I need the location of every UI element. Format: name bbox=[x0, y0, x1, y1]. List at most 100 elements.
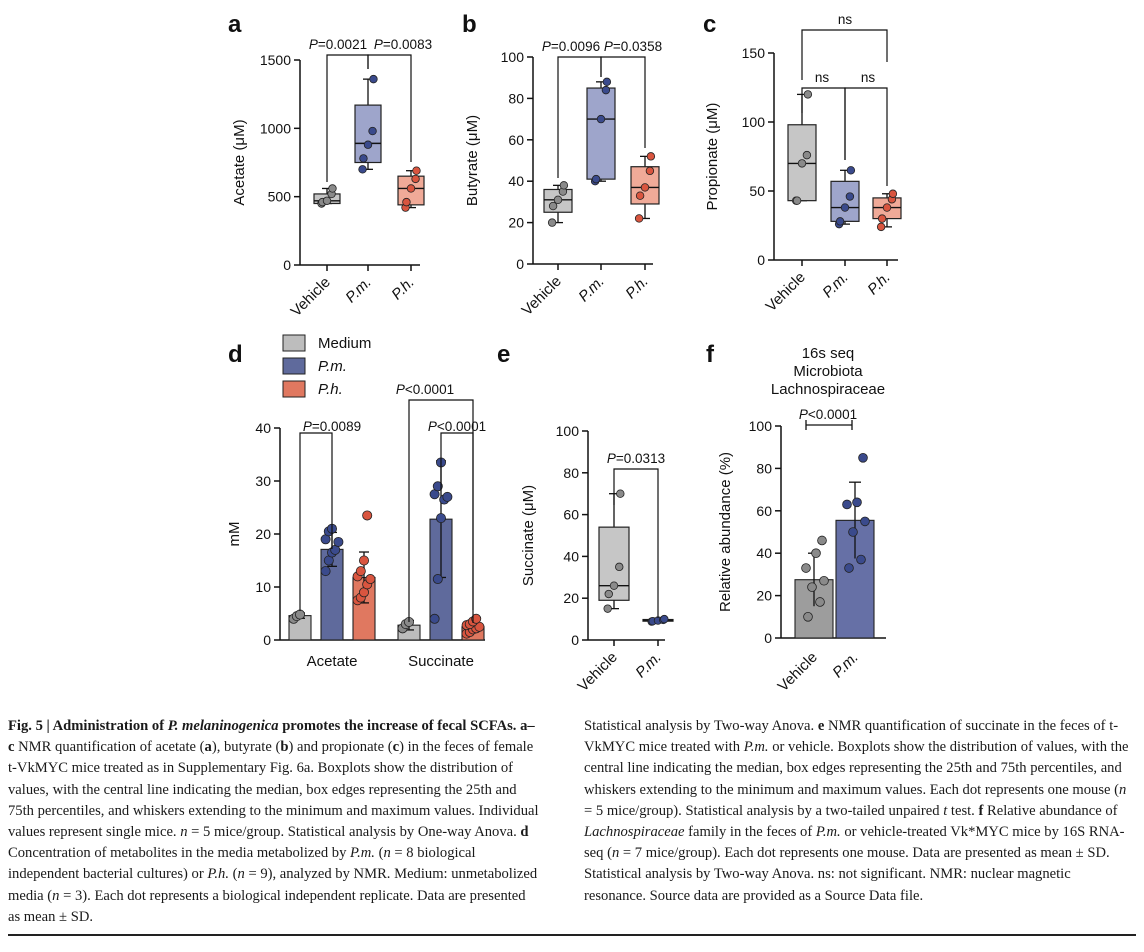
panel-d-x-category-label: Acetate bbox=[307, 653, 358, 670]
data-point bbox=[634, 214, 644, 223]
data-point bbox=[432, 481, 443, 492]
data-point bbox=[852, 497, 862, 508]
panel-a-y-tick-label: 500 bbox=[268, 189, 292, 205]
panel-label-e: e bbox=[497, 341, 510, 368]
data-point bbox=[411, 174, 420, 184]
panel-e-y-tick-label: 100 bbox=[556, 423, 580, 439]
data-point bbox=[596, 114, 606, 124]
data-point bbox=[603, 604, 612, 613]
panel-d-y-tick-label: 10 bbox=[255, 579, 271, 595]
data-point bbox=[877, 214, 887, 223]
panel-b-y-tick-label: 40 bbox=[508, 173, 524, 189]
panel-f-y-tick-label: 20 bbox=[756, 588, 772, 604]
panel-a-y-tick-label: 1000 bbox=[260, 120, 291, 136]
panel-b-y-tick-label: 60 bbox=[508, 132, 524, 148]
significance-label: P<0.0001 bbox=[428, 419, 486, 434]
panel-f-x-tick-label: P.m. bbox=[829, 649, 861, 681]
significance-label: P<0.0001 bbox=[799, 407, 857, 422]
significance-label: P=0.0313 bbox=[607, 451, 665, 466]
data-point bbox=[604, 589, 613, 599]
legend-swatch-Medium bbox=[282, 334, 306, 352]
panel-c-y-tick-label: 0 bbox=[757, 252, 765, 268]
panel-f-y-tick-label: 100 bbox=[749, 418, 773, 434]
significance-label: P=0.0096 bbox=[542, 39, 600, 54]
data-point bbox=[601, 85, 611, 95]
legend-label-P.m.: P.m. bbox=[318, 358, 347, 375]
significance-bracket bbox=[613, 468, 659, 618]
panel-f-title-line: Lachnospiraceae bbox=[771, 381, 885, 398]
data-point bbox=[432, 574, 443, 585]
panel-d-x-category-label: Succinate bbox=[408, 653, 474, 670]
data-point bbox=[412, 166, 421, 175]
data-point bbox=[802, 150, 812, 160]
data-point bbox=[368, 126, 377, 136]
panel-c-y-tick-label: 150 bbox=[742, 45, 766, 61]
data-point bbox=[640, 183, 650, 192]
data-point bbox=[553, 195, 563, 205]
panel-f-title-line: 16s seq bbox=[802, 345, 855, 362]
panel-a-y-tick-label: 1500 bbox=[260, 52, 291, 68]
panel-e-y-tick-label: 80 bbox=[563, 465, 579, 481]
bottom-rule bbox=[8, 934, 1136, 936]
panel-c-x-tick-label: P.h. bbox=[864, 269, 894, 299]
data-point bbox=[801, 563, 811, 573]
significance-bracket bbox=[600, 56, 646, 148]
data-point bbox=[792, 196, 802, 205]
data-point bbox=[807, 582, 817, 592]
panel-b-x-tick-label: P.h. bbox=[622, 273, 652, 303]
data-point bbox=[856, 554, 866, 565]
panel-a-y-axis-label: Acetate (μM) bbox=[231, 119, 248, 205]
panel-e-x-tick-label: P.m. bbox=[632, 649, 664, 681]
panel-a-y-tick-label: 0 bbox=[283, 257, 291, 273]
panel-f-y-tick-label: 0 bbox=[764, 630, 772, 646]
data-point bbox=[882, 203, 892, 212]
panel-label-c: c bbox=[703, 11, 716, 38]
panel-d-y-tick-label: 0 bbox=[263, 632, 271, 648]
panel-e-y-tick-label: 0 bbox=[571, 632, 579, 648]
data-point bbox=[602, 77, 612, 87]
data-point bbox=[320, 566, 331, 577]
data-point bbox=[429, 613, 440, 624]
panel-f-y-axis-label: Relative abundance (%) bbox=[717, 452, 734, 612]
panel-d-y-tick-label: 30 bbox=[255, 473, 271, 489]
box-P.m. bbox=[586, 87, 616, 180]
significance-label: P=0.0358 bbox=[604, 39, 662, 54]
panel-b-y-tick-label: 100 bbox=[501, 49, 525, 65]
data-point bbox=[888, 189, 898, 198]
data-point bbox=[815, 597, 825, 607]
data-point bbox=[876, 222, 886, 232]
panel-f-y-tick-label: 40 bbox=[756, 545, 772, 561]
panel-d-y-axis-label: mM bbox=[226, 522, 243, 547]
data-point bbox=[835, 217, 845, 226]
data-point bbox=[846, 166, 856, 175]
significance-label: P<0.0001 bbox=[396, 382, 454, 397]
panel-a-x-tick-label: Vehicle bbox=[288, 274, 334, 320]
significance-bracket bbox=[299, 432, 333, 611]
data-point bbox=[844, 563, 854, 573]
panel-f-y-tick-label: 60 bbox=[756, 503, 772, 519]
significance-label: P=0.0083 bbox=[374, 37, 432, 52]
data-point bbox=[860, 516, 870, 527]
data-point bbox=[615, 562, 624, 572]
data-point bbox=[362, 510, 373, 521]
data-point bbox=[797, 159, 807, 168]
panel-f-title-line: Microbiota bbox=[793, 363, 863, 380]
figure-caption-right: Statistical analysis by Two-way Anova. e… bbox=[584, 718, 1129, 904]
significance-label: ns bbox=[861, 70, 876, 85]
panel-b-y-tick-label: 20 bbox=[508, 215, 524, 231]
data-point bbox=[406, 184, 416, 193]
box-P.m. bbox=[830, 180, 860, 222]
panel-b-y-axis-label: Butyrate (μM) bbox=[464, 115, 481, 206]
panel-b-x-tick-label: Vehicle bbox=[519, 273, 565, 319]
panel-b-y-tick-label: 80 bbox=[508, 90, 524, 106]
data-point bbox=[803, 90, 813, 99]
panel-c-x-tick-label: Vehicle bbox=[763, 269, 809, 315]
panel-label-f: f bbox=[706, 341, 715, 368]
data-point bbox=[442, 491, 453, 502]
data-point bbox=[333, 536, 344, 547]
panel-e-x-tick-label: Vehicle bbox=[575, 649, 621, 695]
data-point bbox=[840, 203, 850, 212]
panel-d-y-tick-label: 20 bbox=[255, 526, 271, 542]
panel-f-y-tick-label: 80 bbox=[756, 460, 772, 476]
